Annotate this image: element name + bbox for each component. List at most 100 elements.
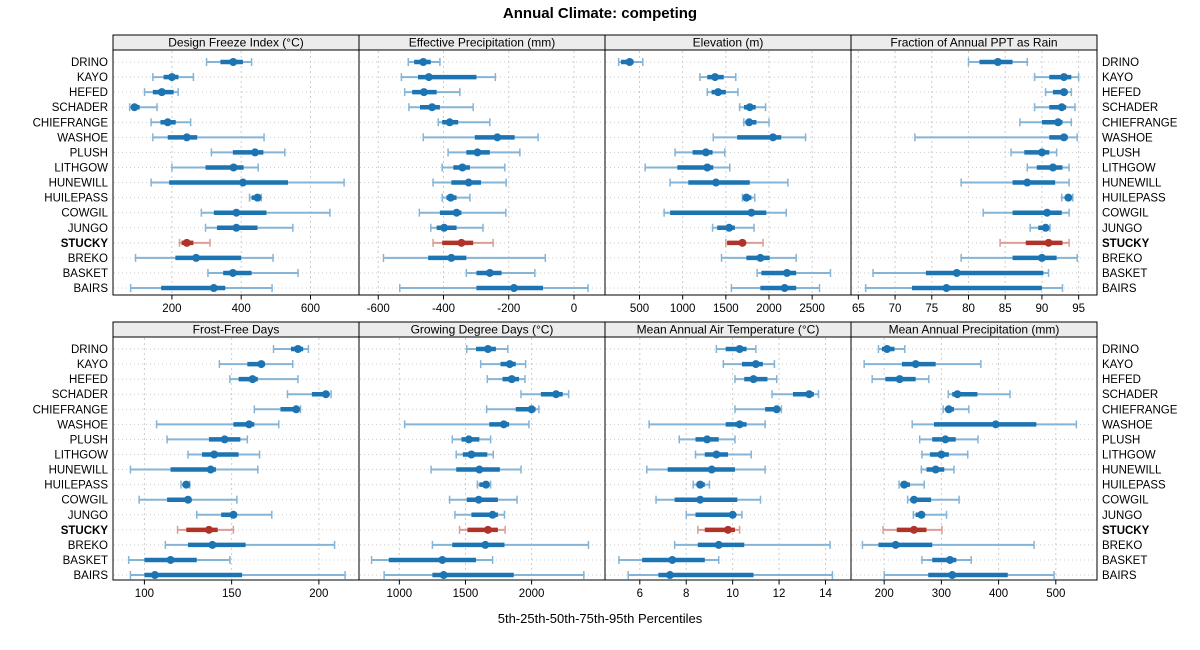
series-hunewill (129, 465, 259, 474)
percentiles-caption: 5th-25th-50th-75th-95th Percentiles (497, 611, 703, 626)
series-washoe (648, 420, 766, 429)
site-label-left-drino: DRINO (71, 57, 108, 69)
series-chiefrange (734, 405, 783, 414)
series-schader (286, 390, 332, 399)
median-dot (167, 73, 176, 82)
series-cowgil (982, 208, 1070, 217)
median-dot (909, 495, 918, 504)
series-basket (921, 555, 972, 564)
series-chiefrange (150, 118, 192, 127)
axis-tick-label: 8 (683, 588, 689, 600)
series-breko (720, 253, 797, 262)
site-label-left-hunewill: HUNEWILL (49, 465, 109, 477)
series-huilepass (180, 480, 191, 489)
median-dot (184, 495, 193, 504)
site-label-right-lithgow: LITHGOW (1102, 449, 1156, 461)
median-dot (1048, 163, 1057, 172)
median-dot (665, 571, 674, 580)
site-label-left-huilepass: HUILEPASS (44, 480, 108, 492)
median-dot (931, 465, 940, 474)
series-lithgow (644, 163, 731, 172)
site-label-right-chiefrange: CHIEFRANGE (1102, 117, 1178, 129)
series-plush (451, 435, 492, 444)
panel-strip-title: Growing Degree Days (°C) (411, 323, 554, 337)
median-dot (163, 118, 172, 127)
median-dot (948, 571, 957, 580)
series-basket (127, 555, 231, 564)
series-drino (877, 345, 906, 353)
series-kayo (479, 360, 527, 369)
series-hefed (403, 88, 461, 97)
axis-tick-label: 400 (232, 303, 251, 315)
series-bairs (627, 571, 834, 580)
series-cowgil (418, 208, 507, 217)
panel-effective-precipitation-mm: Effective Precipitation (mm) -600 -400 -200… (358, 34, 606, 315)
series-huilepass (741, 193, 756, 202)
site-label-right-breko: BREKO (1102, 253, 1142, 265)
axis-tick-label: 200 (875, 588, 894, 600)
series-schader (771, 390, 820, 399)
series-schader (520, 390, 570, 399)
median-dot (725, 223, 734, 232)
series-bairs (864, 284, 1064, 293)
median-dot (749, 375, 758, 384)
median-dot (446, 193, 455, 202)
median-dot (552, 390, 561, 399)
site-label-right-bairs: BAIRS (1102, 570, 1137, 582)
series-huilepass (441, 193, 471, 202)
series-plush (210, 148, 286, 157)
series-hunewill (669, 178, 789, 187)
site-label-right-drino: DRINO (1102, 344, 1139, 356)
series-basket (207, 268, 299, 277)
series-bairs (730, 284, 821, 293)
site-label-right-bairs: BAIRS (1102, 283, 1137, 295)
median-dot (419, 88, 428, 97)
median-dot (257, 360, 266, 369)
median-dot (474, 495, 483, 504)
axis-tick-label: 2000 (519, 588, 545, 600)
series-stucky (176, 525, 235, 534)
series-plush (918, 435, 979, 444)
axis-tick-label: 400 (989, 588, 1008, 600)
panel-strip-title: Frost-Free Days (193, 323, 280, 337)
chart-title: Annual Climate: competing (502, 5, 698, 22)
series-washoe (712, 133, 807, 142)
axis-tick-label: 70 (889, 303, 902, 315)
median-dot (1037, 148, 1046, 157)
site-label-left-jungo: JUNGO (68, 510, 108, 522)
median-dot (493, 133, 502, 142)
median-dot (772, 405, 781, 414)
series-lithgow (694, 450, 752, 459)
axis-tick-label: 500 (630, 303, 649, 315)
series-stucky (697, 525, 741, 534)
series-schader (947, 390, 1011, 399)
median-dot (439, 571, 448, 580)
median-dot (991, 420, 1000, 429)
series-stucky (178, 238, 211, 247)
median-dot (481, 480, 490, 489)
median-dot (1057, 103, 1066, 112)
median-dot (464, 435, 473, 444)
series-jungo (685, 510, 743, 519)
site-label-left-plush: PLUSH (70, 434, 108, 446)
median-dot (735, 420, 744, 429)
median-dot (483, 345, 492, 353)
series-schader (128, 103, 158, 112)
series-drino (407, 58, 441, 66)
series-plush (678, 435, 736, 444)
median-dot (182, 480, 191, 489)
series-huilepass (692, 480, 711, 489)
axis-tick-label: 2500 (799, 303, 825, 315)
median-dot (953, 390, 962, 399)
median-dot (475, 465, 484, 474)
series-bairs (883, 571, 1055, 580)
series-plush (1010, 148, 1058, 157)
median-dot (738, 238, 747, 247)
series-stucky (725, 238, 764, 247)
median-dot (483, 525, 492, 534)
site-label-right-jungo: JUNGO (1102, 510, 1142, 522)
panel-plot-area (358, 49, 606, 296)
axis-tick-label: 6 (637, 588, 643, 600)
median-dot (937, 450, 946, 459)
site-label-right-schader: SCHADER (1102, 389, 1158, 401)
